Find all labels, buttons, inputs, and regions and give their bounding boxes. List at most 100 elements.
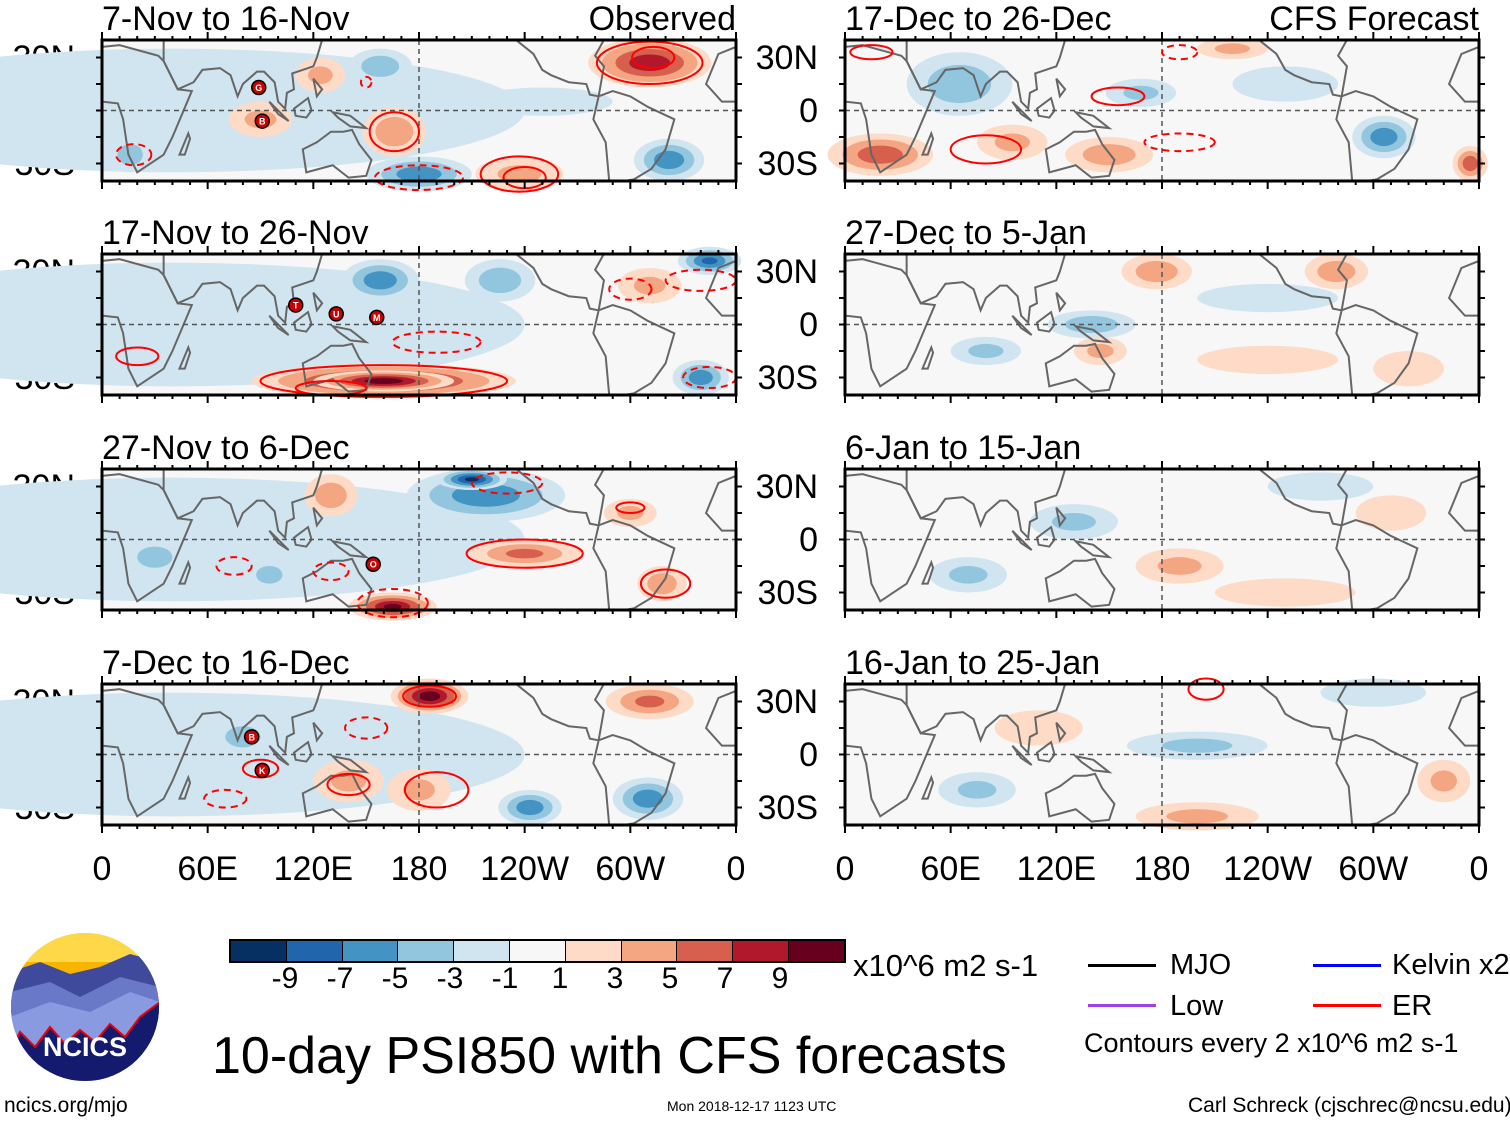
coastline [1256, 252, 1349, 312]
storm-label: B [259, 117, 266, 127]
coastline [268, 744, 290, 766]
er-contour [1187, 677, 1225, 701]
anomaly-region [471, 87, 613, 116]
er-contour [356, 587, 429, 619]
lon-tick-label: 0 [835, 850, 855, 888]
legend-kelvin-line [1313, 964, 1381, 967]
colorbar-swatch [454, 941, 510, 961]
anomaly-region [419, 691, 441, 702]
colorbar-label: 1 [551, 962, 569, 995]
lon-tick-label: 180 [390, 850, 448, 888]
anomaly-region [1166, 809, 1229, 824]
anomaly-region [1267, 472, 1374, 501]
colorbar-label: -1 [491, 962, 519, 995]
storm-label: M [373, 313, 381, 323]
coastline [312, 292, 324, 313]
lat-tick-label: 0 [799, 305, 818, 344]
er-contour [949, 134, 1023, 165]
er-contour [849, 44, 894, 61]
coastline [513, 682, 606, 742]
colorbar-swatch [342, 941, 399, 961]
colorbar-swatch [398, 941, 455, 961]
coastline [177, 774, 192, 800]
coastline [1011, 529, 1033, 551]
er-contour [465, 538, 584, 569]
coastline [312, 507, 324, 528]
coastline [162, 467, 324, 540]
er-contour [1143, 132, 1216, 153]
er-contour [1161, 44, 1199, 61]
anomaly-region [464, 477, 479, 482]
anomaly-region [383, 603, 402, 610]
colorbar-swatch [733, 941, 789, 961]
anomaly-region [363, 271, 397, 290]
coastline [312, 722, 324, 743]
storm-marker: U [328, 306, 344, 322]
lat-tick-label: 30S [757, 788, 819, 827]
coastline [1055, 78, 1067, 99]
coastline [292, 525, 313, 548]
er-contour [615, 501, 646, 515]
coastline [292, 310, 313, 333]
coastline [1256, 38, 1349, 98]
coastline [101, 258, 194, 388]
anomaly-region [857, 145, 903, 164]
coastline [162, 252, 324, 325]
coastline [920, 344, 935, 370]
colorbar-label: -7 [326, 962, 354, 995]
coastline [1072, 539, 1113, 559]
forecast-label: CFS Forecast [1269, 0, 1479, 38]
storm-marker: B [254, 113, 271, 129]
colorbar-label: -9 [271, 962, 299, 995]
footer-url[interactable]: ncics.org/mjo [4, 1094, 128, 1117]
colorbar-label: 7 [716, 962, 734, 995]
map-panel: T U M [0, 246, 742, 403]
coastline [1335, 304, 1419, 397]
anomaly-region [1355, 495, 1427, 531]
anomaly-region [137, 546, 173, 568]
coastline [301, 772, 373, 823]
legend-er-label: ER [1392, 990, 1433, 1022]
anomaly-region [1197, 283, 1339, 313]
storm-marker: K [254, 762, 271, 779]
panel-title: 27-Dec to 5-Jan [845, 214, 1087, 252]
coastline [312, 78, 324, 99]
lon-tick-label: 120W [480, 850, 570, 888]
coastline [162, 682, 324, 755]
coastline [920, 774, 935, 800]
coastline [301, 128, 373, 179]
coastline [905, 467, 1067, 540]
coastline [1072, 324, 1113, 344]
lon-tick-label: 60E [177, 850, 238, 888]
anomaly-region [1214, 578, 1356, 607]
map-panel: O [0, 461, 742, 621]
lon-tick-label: 120W [1223, 850, 1313, 888]
storm-label: O [370, 560, 377, 570]
panel-title: 7-Nov to 16-Nov [102, 0, 350, 38]
lat-tick-label: 30S [757, 573, 819, 612]
anomaly-region [632, 789, 664, 808]
lat-tick-label: 0 [799, 520, 818, 559]
er-contour [359, 75, 373, 89]
coastline [329, 110, 370, 130]
coastline [1035, 96, 1056, 119]
lat-tick-label: 30S [757, 144, 819, 183]
anomaly-region [1430, 770, 1457, 792]
coastline [292, 740, 313, 763]
coastline [1011, 100, 1033, 122]
coastline [329, 324, 370, 344]
colorbar-swatch [677, 941, 734, 961]
coastline [1335, 90, 1419, 183]
footer-timestamp: Mon 2018-12-17 1123 UTC [667, 1098, 837, 1114]
coastline [1044, 128, 1116, 179]
legend-er-line [1313, 1004, 1381, 1007]
er-contour [403, 771, 470, 809]
legend-kelvin-label: Kelvin x2 [1392, 949, 1510, 981]
coastline [920, 559, 935, 585]
anomaly-region [948, 565, 988, 584]
coastline [1256, 467, 1349, 527]
coastline [844, 258, 937, 388]
coastline [1011, 744, 1033, 766]
anomaly-region [1162, 738, 1233, 753]
